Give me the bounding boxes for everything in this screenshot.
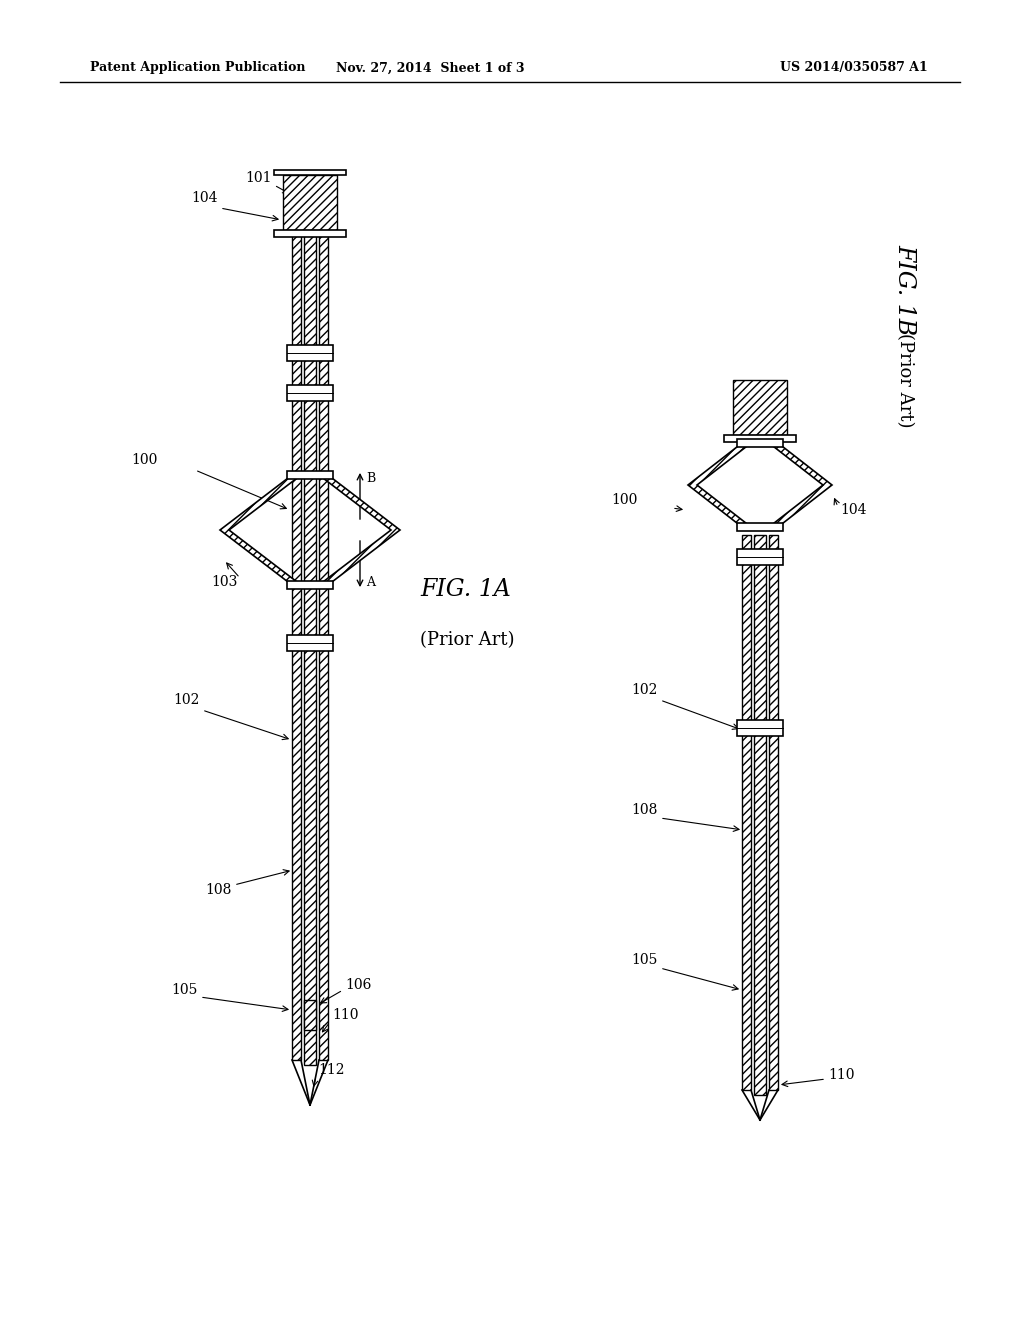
- Polygon shape: [769, 444, 831, 527]
- Bar: [769, 535, 778, 1090]
- Text: (Prior Art): (Prior Art): [896, 333, 914, 428]
- Bar: [274, 170, 346, 176]
- Text: 102: 102: [632, 682, 658, 697]
- Bar: [287, 471, 333, 479]
- Text: 104: 104: [840, 503, 866, 517]
- Bar: [304, 235, 316, 1065]
- Bar: [737, 549, 783, 565]
- Bar: [304, 1001, 316, 1030]
- Bar: [287, 581, 333, 589]
- Text: Patent Application Publication: Patent Application Publication: [90, 62, 305, 74]
- Text: 110: 110: [332, 1008, 358, 1022]
- Text: B: B: [366, 471, 375, 484]
- Text: A: A: [366, 576, 375, 589]
- Polygon shape: [319, 475, 400, 585]
- Bar: [737, 523, 783, 531]
- Bar: [319, 235, 328, 1060]
- Text: US 2014/0350587 A1: US 2014/0350587 A1: [780, 62, 928, 74]
- Text: 104: 104: [191, 191, 218, 205]
- Text: 101: 101: [246, 172, 272, 185]
- Polygon shape: [220, 475, 301, 585]
- Bar: [737, 719, 783, 737]
- Text: 108: 108: [206, 883, 232, 898]
- Text: 105: 105: [632, 953, 658, 968]
- Text: 106: 106: [345, 978, 372, 993]
- Text: 102: 102: [174, 693, 200, 708]
- Bar: [292, 235, 301, 1060]
- Polygon shape: [688, 444, 751, 527]
- Bar: [737, 440, 783, 447]
- Text: 108: 108: [632, 803, 658, 817]
- Bar: [733, 380, 787, 436]
- Bar: [287, 385, 333, 401]
- Bar: [742, 535, 751, 1090]
- Text: Nov. 27, 2014  Sheet 1 of 3: Nov. 27, 2014 Sheet 1 of 3: [336, 62, 524, 74]
- Bar: [287, 345, 333, 360]
- Bar: [724, 436, 796, 442]
- Text: 112: 112: [318, 1063, 344, 1077]
- Text: FIG. 1B: FIG. 1B: [894, 244, 916, 335]
- Bar: [287, 635, 333, 651]
- Text: 105: 105: [172, 983, 198, 997]
- Text: (Prior Art): (Prior Art): [420, 631, 514, 649]
- Bar: [274, 230, 346, 238]
- Text: 100: 100: [132, 453, 158, 467]
- Text: 110: 110: [828, 1068, 854, 1082]
- Bar: [754, 535, 766, 1096]
- Text: FIG. 1A: FIG. 1A: [420, 578, 511, 602]
- Bar: [283, 176, 337, 230]
- Text: 103: 103: [212, 576, 238, 589]
- Text: 100: 100: [611, 492, 638, 507]
